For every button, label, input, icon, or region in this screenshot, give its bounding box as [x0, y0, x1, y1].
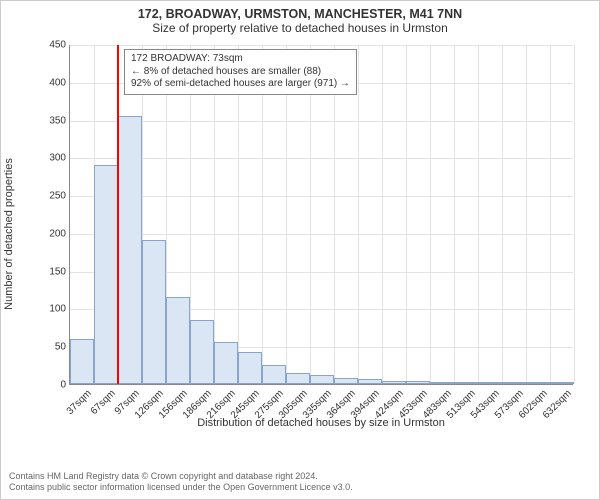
gridline-v	[550, 45, 551, 384]
chart-subtitle: Size of property relative to detached ho…	[1, 21, 599, 35]
gridline-v	[262, 45, 263, 384]
gridline-v	[502, 45, 503, 384]
info-box-line-2: ← 8% of detached houses are smaller (88)	[131, 66, 350, 79]
histogram-bar	[310, 375, 334, 384]
info-box-line-3: 92% of semi-detached houses are larger (…	[131, 78, 350, 91]
gridline-v	[238, 45, 239, 384]
y-tick-label: 100	[49, 304, 66, 315]
histogram-bar	[166, 297, 190, 384]
gridline-h	[70, 234, 573, 235]
gridline-v	[574, 45, 575, 384]
y-tick-label: 50	[55, 342, 66, 353]
histogram-bar	[94, 165, 118, 384]
x-axis-label: Distribution of detached houses by size …	[69, 417, 573, 429]
y-tick-label: 350	[49, 115, 66, 126]
y-tick-label: 200	[49, 228, 66, 239]
y-axis-label: Number of detached properties	[3, 158, 15, 310]
histogram-bar	[430, 382, 454, 384]
histogram-bar	[550, 382, 574, 384]
histogram-bar	[190, 320, 214, 384]
gridline-h	[70, 121, 573, 122]
gridline-v	[358, 45, 359, 384]
histogram-bar	[334, 378, 358, 384]
y-tick-label: 300	[49, 153, 66, 164]
plot-area: 05010015020025030035040045037sqm67sqm97s…	[69, 45, 573, 385]
histogram-bar	[118, 116, 142, 384]
chart-container: 172, BROADWAY, URMSTON, MANCHESTER, M41 …	[0, 0, 600, 500]
chart-area: Number of detached properties 0501001502…	[43, 45, 573, 423]
histogram-bar	[478, 382, 502, 384]
gridline-v	[454, 45, 455, 384]
histogram-bar	[454, 382, 478, 384]
gridline-v	[382, 45, 383, 384]
property-info-box: 172 BROADWAY: 73sqm← 8% of detached hous…	[124, 49, 357, 95]
chart-title: 172, BROADWAY, URMSTON, MANCHESTER, M41 …	[1, 7, 599, 21]
histogram-bar	[142, 240, 166, 384]
y-tick-label: 150	[49, 266, 66, 277]
gridline-h	[70, 45, 573, 46]
x-tick-label: 37sqm	[65, 388, 94, 417]
gridline-h	[70, 158, 573, 159]
y-tick-label: 250	[49, 191, 66, 202]
gridline-v	[478, 45, 479, 384]
y-tick-label: 450	[49, 40, 66, 51]
gridline-v	[286, 45, 287, 384]
gridline-h	[70, 196, 573, 197]
y-tick-label: 400	[49, 77, 66, 88]
y-tick-label: 0	[60, 380, 66, 391]
footer-attribution: Contains HM Land Registry data © Crown c…	[9, 471, 591, 493]
gridline-v	[430, 45, 431, 384]
histogram-bar	[238, 352, 262, 384]
property-marker-line	[117, 45, 119, 384]
footer-line-1: Contains HM Land Registry data © Crown c…	[9, 471, 591, 482]
gridline-v	[214, 45, 215, 384]
histogram-bar	[358, 379, 382, 384]
histogram-bar	[262, 365, 286, 384]
x-tick-label: 67sqm	[89, 388, 118, 417]
histogram-bar	[70, 339, 94, 384]
histogram-bar	[406, 381, 430, 384]
footer-line-2: Contains public sector information licen…	[9, 482, 591, 493]
gridline-v	[310, 45, 311, 384]
gridline-v	[334, 45, 335, 384]
histogram-bar	[502, 382, 526, 384]
histogram-bar	[382, 381, 406, 384]
info-box-line-1: 172 BROADWAY: 73sqm	[131, 53, 350, 66]
histogram-bar	[286, 373, 310, 384]
histogram-bar	[526, 382, 550, 384]
gridline-v	[526, 45, 527, 384]
gridline-v	[406, 45, 407, 384]
histogram-bar	[214, 342, 238, 384]
